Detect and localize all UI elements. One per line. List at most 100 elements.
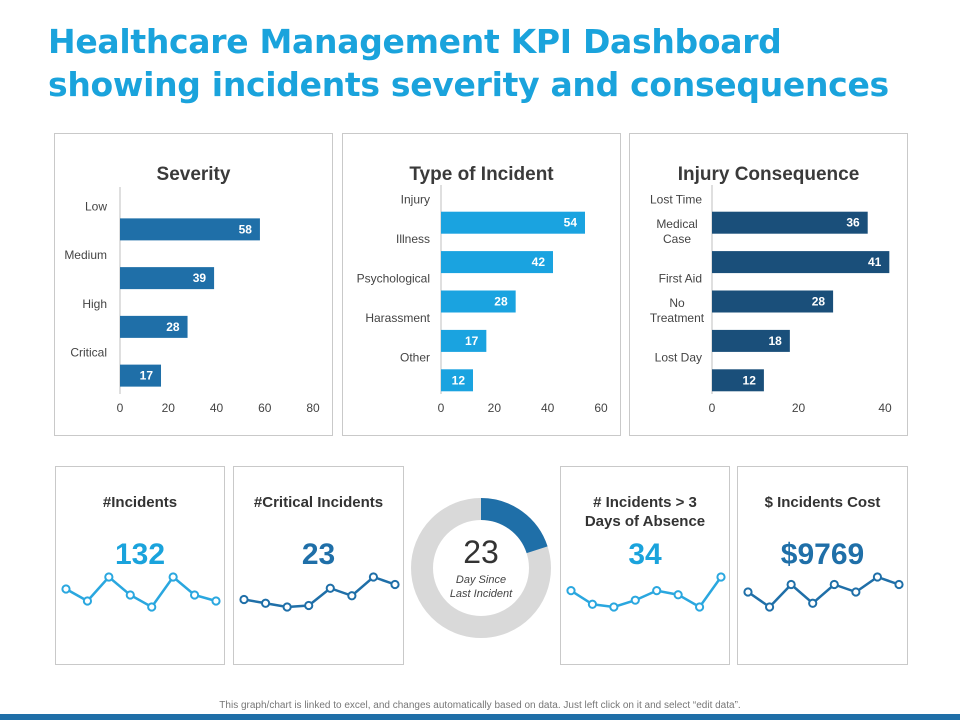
category-label: Lost Time bbox=[650, 193, 702, 207]
donut-chart bbox=[411, 498, 551, 638]
data-label: 12 bbox=[452, 373, 466, 387]
data-label: 28 bbox=[166, 320, 180, 334]
sparkline-point bbox=[104, 572, 114, 582]
category-label: Harassment bbox=[365, 311, 430, 325]
sparkline-point bbox=[368, 572, 379, 582]
category-label: Low bbox=[85, 199, 107, 213]
sparkline-point bbox=[652, 586, 662, 596]
bar[interactable] bbox=[441, 329, 487, 352]
bar[interactable] bbox=[712, 211, 868, 234]
sparkline-point bbox=[894, 579, 904, 590]
tick-label: 40 bbox=[210, 401, 224, 415]
chart-title: Injury Consequence bbox=[677, 164, 860, 185]
kpi-title: #Critical Incidents bbox=[253, 494, 384, 511]
category-label: Critical bbox=[70, 346, 107, 360]
bar[interactable] bbox=[441, 211, 585, 234]
chart-title: Severity bbox=[156, 164, 231, 185]
sparkline-point bbox=[566, 586, 576, 596]
page-title: Healthcare Management KPI Dashboard show… bbox=[48, 22, 889, 104]
tick-label: 60 bbox=[258, 401, 272, 415]
bar[interactable] bbox=[120, 364, 162, 387]
sparkline-point bbox=[390, 579, 400, 590]
tick-label: 0 bbox=[709, 401, 716, 415]
sparkline-point bbox=[125, 590, 135, 600]
sparkline-point bbox=[168, 572, 178, 582]
donut-value: 23 bbox=[463, 534, 499, 570]
data-label: 42 bbox=[532, 255, 546, 269]
tick-label: 0 bbox=[117, 401, 124, 415]
category-label: Other bbox=[400, 350, 430, 364]
sparkline-point bbox=[764, 602, 775, 612]
sparkline-point bbox=[851, 587, 861, 597]
category-label: No Treatment bbox=[650, 296, 705, 325]
tick-label: 20 bbox=[162, 401, 176, 415]
data-label: 39 bbox=[193, 271, 207, 285]
injury-consequence-chart-panel[interactable]: Injury Consequence 36 Lost Time 41 Medical C… bbox=[629, 133, 908, 436]
data-label: 41 bbox=[868, 255, 882, 269]
kpi-card-absence-incidents[interactable]: # Incidents > 3 Days of Absence 34 bbox=[560, 466, 730, 665]
sparkline-point bbox=[609, 602, 619, 612]
sparkline-point bbox=[673, 590, 683, 600]
tick-label: 80 bbox=[306, 401, 320, 415]
kpi-value: 132 bbox=[114, 538, 166, 571]
sparkline-point bbox=[304, 600, 314, 611]
kpi-title: # Incidents > 3 Days of Absence bbox=[584, 494, 706, 530]
sparkline-point bbox=[239, 594, 249, 605]
days-since-last-incident-donut[interactable]: 23 Day Since Last Incident bbox=[411, 498, 551, 638]
data-label: 12 bbox=[743, 373, 757, 387]
bar[interactable] bbox=[441, 369, 473, 392]
kpi-card-critical-incidents[interactable]: #Critical Incidents 23 bbox=[233, 466, 404, 665]
bar[interactable] bbox=[120, 315, 188, 338]
donut-label: Day Since Last Incident bbox=[449, 574, 513, 600]
kpi-value: 34 bbox=[628, 538, 662, 571]
kpi-title: $ Incidents Cost bbox=[764, 494, 881, 511]
bar[interactable] bbox=[712, 369, 764, 392]
sparkline-point bbox=[211, 596, 221, 606]
bar[interactable] bbox=[712, 290, 834, 313]
data-label: 54 bbox=[564, 216, 578, 230]
data-label: 18 bbox=[768, 334, 782, 348]
kpi-value: 23 bbox=[301, 538, 336, 571]
type-of-incident-chart-panel[interactable]: Type of Incident 54 Injury 42 Illness 28 Psyc… bbox=[342, 133, 621, 436]
bar[interactable] bbox=[120, 218, 260, 241]
sparkline-point bbox=[694, 602, 705, 612]
sparkline-point bbox=[872, 572, 883, 582]
data-label: 28 bbox=[494, 295, 508, 309]
sparkline-point bbox=[786, 579, 796, 590]
category-label: High bbox=[82, 297, 107, 311]
sparkline-point bbox=[147, 602, 157, 612]
tick-label: 20 bbox=[792, 401, 806, 415]
kpi-value: $9769 bbox=[780, 538, 865, 571]
sparkline-point bbox=[808, 598, 818, 608]
type-of-incident-chart: 54 Injury 42 Illness 28 Psychological 17 Harass… bbox=[357, 185, 608, 415]
bar[interactable] bbox=[120, 267, 215, 290]
category-label: Injury bbox=[401, 193, 430, 207]
sparkline-point bbox=[325, 583, 335, 593]
bar[interactable] bbox=[712, 329, 790, 352]
sparkline-point bbox=[716, 572, 726, 582]
data-label: 17 bbox=[465, 334, 479, 348]
sparkline bbox=[61, 572, 221, 612]
sparkline-point bbox=[829, 579, 839, 590]
sparkline bbox=[566, 572, 726, 612]
category-label: Medical Case bbox=[656, 217, 697, 246]
kpi-title: #Incidents bbox=[102, 494, 178, 511]
severity-chart: 58 Low 39 Medium 28 High 17 Critical 0 20 40 60 80 bbox=[64, 187, 320, 415]
sparkline-path bbox=[747, 575, 900, 609]
category-label: First Aid bbox=[659, 272, 702, 286]
bar[interactable] bbox=[441, 251, 553, 274]
bar[interactable] bbox=[441, 290, 516, 313]
tick-label: 0 bbox=[438, 401, 445, 415]
sparkline bbox=[743, 572, 904, 612]
sparkline-point bbox=[587, 599, 598, 609]
severity-chart-panel[interactable]: Severity 58 Low 39 Medium 28 High 17 Critical 0 2… bbox=[54, 133, 333, 436]
data-label: 58 bbox=[239, 222, 253, 236]
sparkline-point bbox=[347, 591, 357, 601]
category-label: Illness bbox=[396, 232, 430, 246]
kpi-card-incidents-cost[interactable]: $ Incidents Cost $9769 bbox=[737, 466, 908, 665]
sparkline-point bbox=[189, 590, 200, 600]
kpi-card-incidents[interactable]: #Incidents 132 bbox=[55, 466, 225, 665]
bar[interactable] bbox=[712, 251, 890, 274]
injury-consequence-chart: 36 Lost Time 41 Medical Case 28 First Aid 18 No T… bbox=[650, 185, 892, 415]
category-label: Psychological bbox=[357, 272, 430, 286]
